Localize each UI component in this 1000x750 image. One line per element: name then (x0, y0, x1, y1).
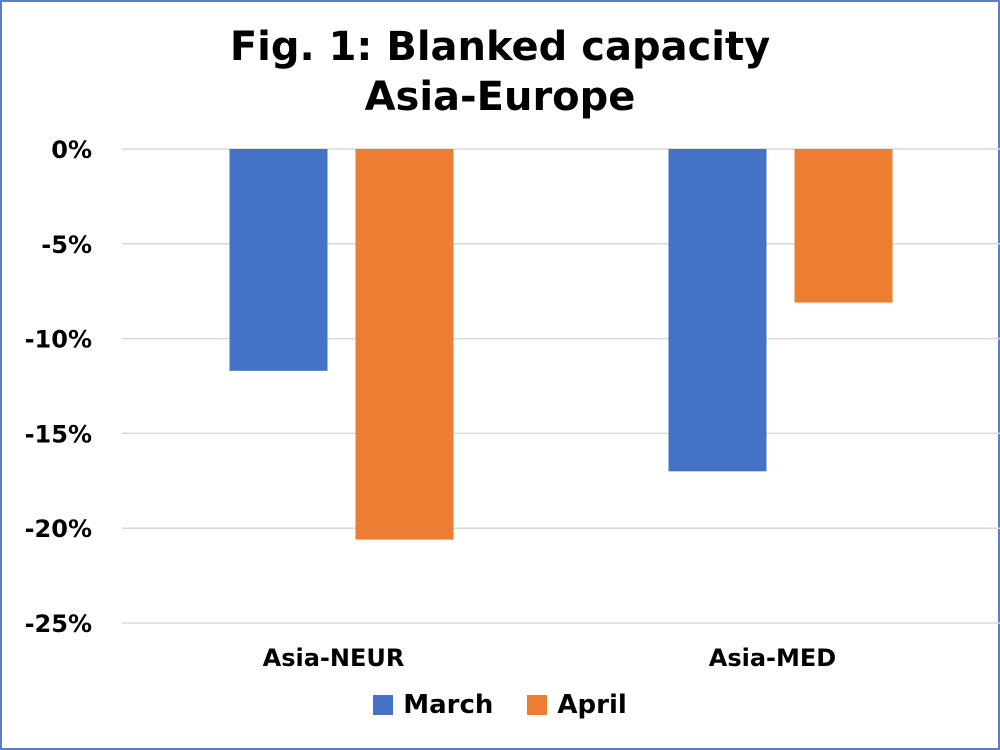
legend-label: March (403, 690, 494, 720)
y-tick-label: -5% (41, 231, 92, 259)
bar-march-asia-neur (229, 149, 328, 371)
y-tick-label: 0% (51, 136, 92, 164)
chart-title: Fig. 1: Blanked capacity Asia-Europe (0, 22, 1000, 122)
y-tick-label: -25% (25, 610, 92, 638)
bar-march-asia-med (668, 149, 767, 472)
bar-april-asia-neur (355, 149, 454, 540)
y-tick-label: -10% (25, 326, 92, 354)
legend-item-march: March (373, 690, 493, 720)
y-tick-label: -20% (25, 515, 92, 543)
chart-legend: March April (0, 690, 1000, 720)
chart-title-line-1: Fig. 1: Blanked capacity (229, 24, 771, 70)
chart-subtitle: Asia-Europe (364, 74, 636, 120)
x-category-label: Asia-NEUR (263, 644, 405, 672)
x-category-label: Asia-MED (709, 644, 836, 672)
y-tick-label: -15% (25, 420, 92, 448)
legend-label: April (557, 690, 627, 720)
legend-swatch (373, 695, 394, 715)
legend-swatch (527, 695, 548, 715)
legend-item-april: April (527, 690, 627, 720)
bar-april-asia-med (794, 149, 893, 303)
